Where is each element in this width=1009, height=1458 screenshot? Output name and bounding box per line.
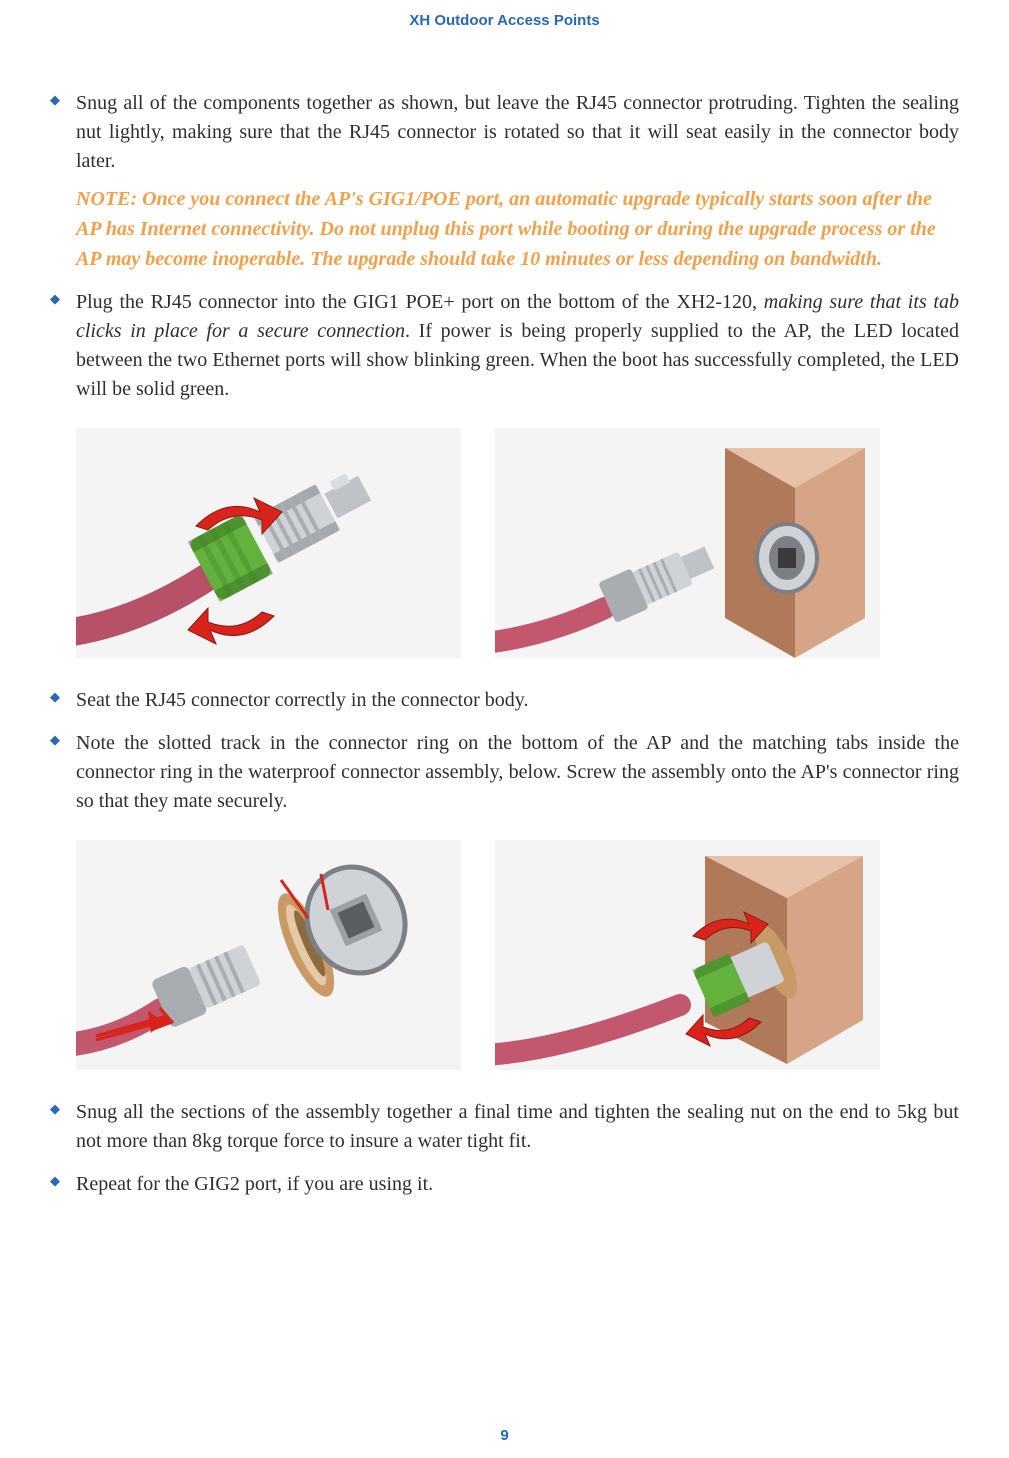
bullet-list: Snug all of the components together as s…	[50, 89, 959, 404]
bullet-1-note: NOTE: Once you connect the AP's GIG1/POE…	[76, 184, 959, 274]
figure-row-1	[76, 428, 959, 658]
connector-rotate-icon	[76, 428, 461, 658]
bullet-item-2: Plug the RJ45 connector into the GIG1 PO…	[50, 288, 959, 404]
bullet-6-text: Repeat for the GIG2 port, if you are usi…	[76, 1173, 433, 1195]
bullet-list-mid: Seat the RJ45 connector correctly in the…	[50, 686, 959, 816]
connector-ring-icon	[76, 840, 461, 1070]
bullet-2-pre: Plug the RJ45 connector into the GIG1 PO…	[76, 291, 764, 313]
bullet-5-text: Snug all the sections of the assembly to…	[76, 1101, 959, 1152]
document-page: XH Outdoor Access Points Snug all of the…	[0, 0, 1009, 1458]
figure-row-2	[76, 840, 959, 1070]
bullet-item-6: Repeat for the GIG2 port, if you are usi…	[50, 1170, 959, 1199]
bullet-item-5: Snug all the sections of the assembly to…	[50, 1098, 959, 1156]
figure-2-left	[76, 840, 461, 1070]
bullet-item-4: Note the slotted track in the connector …	[50, 729, 959, 816]
figure-2-right	[495, 840, 880, 1070]
bullet-4-text: Note the slotted track in the connector …	[76, 732, 959, 812]
bullet-item-1: Snug all of the components together as s…	[50, 89, 959, 274]
bullet-list-end: Snug all the sections of the assembly to…	[50, 1098, 959, 1199]
figure-1-left	[76, 428, 461, 658]
bullet-item-3: Seat the RJ45 connector correctly in the…	[50, 686, 959, 715]
connector-to-bracket-icon	[495, 428, 880, 658]
bullet-1-text: Snug all of the components together as s…	[76, 92, 959, 172]
page-header: XH Outdoor Access Points	[50, 12, 959, 29]
page-number: 9	[0, 1427, 1009, 1444]
bullet-3-text: Seat the RJ45 connector correctly in the…	[76, 689, 528, 711]
figure-1-right	[495, 428, 880, 658]
assembly-on-bracket-icon	[495, 840, 880, 1070]
